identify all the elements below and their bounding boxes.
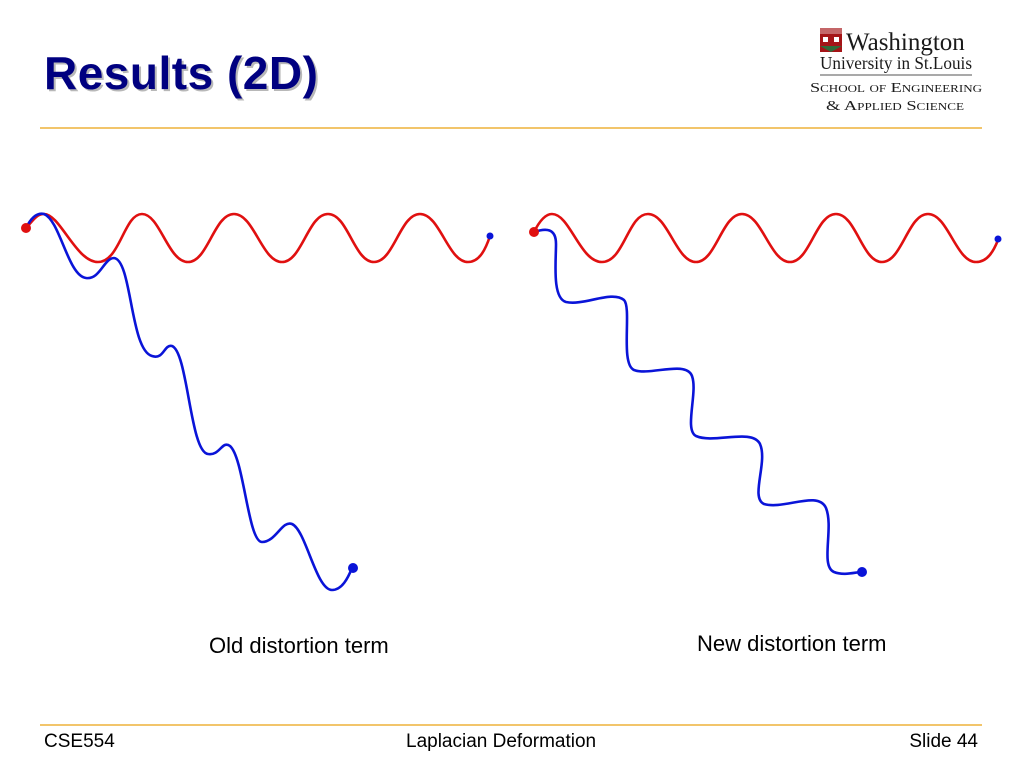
right-deformed-curve [532,228,864,576]
left-original-curve [24,212,492,264]
footer-divider [40,724,982,726]
footer-course: CSE554 [44,731,115,752]
left-original-end [486,232,494,240]
slide-title: Results (2D) [44,47,319,99]
logo-line-applied: & Applied Science [826,99,964,114]
logo-line-school: School of Engineering [810,81,982,96]
university-logo: Washington University in St.Louis School… [810,28,982,114]
left-moved-handle [348,563,358,573]
caption-new-distortion: New distortion term [697,631,887,656]
header-divider [40,127,982,129]
right-fixed-handle [529,227,539,237]
footer-slide-number: Slide 44 [909,731,978,752]
right-original-curve [532,212,1000,264]
right-panel [529,212,1002,577]
left-deformed-curve [24,212,354,592]
shield-icon [820,28,842,52]
left-panel [21,212,494,592]
footer-topic: Laplacian Deformation [406,731,597,752]
right-original-end [994,235,1002,243]
logo-line-washington: Washington [846,29,965,56]
left-fixed-handle [21,223,31,233]
caption-old-distortion: Old distortion term [209,633,389,658]
right-moved-handle [857,567,867,577]
logo-line-university: University in St.Louis [820,53,972,73]
